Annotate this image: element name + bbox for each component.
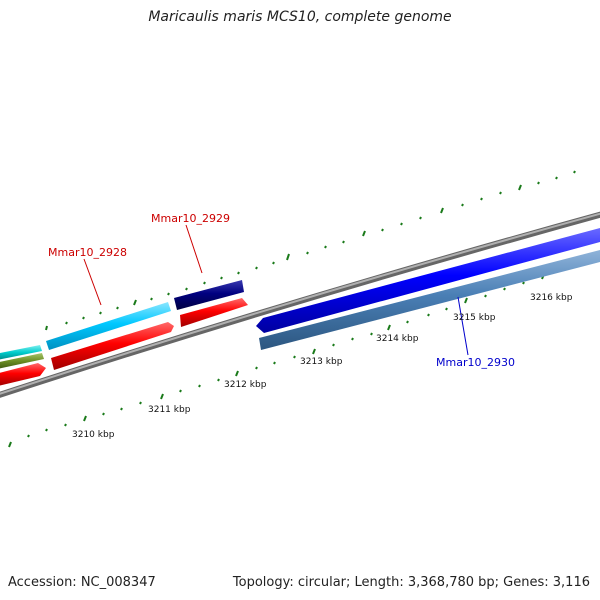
tick-mark xyxy=(464,297,468,304)
tick-mark xyxy=(381,228,384,232)
tick-mark xyxy=(133,299,137,306)
cds-feature-mmar10-2929[interactable] xyxy=(174,280,244,310)
tick-mark xyxy=(102,412,105,416)
cds-feature-mmar10-2928[interactable] xyxy=(46,302,171,350)
tick-mark xyxy=(65,321,68,325)
tick-mark xyxy=(445,307,448,311)
tick-mark xyxy=(64,423,67,427)
tick-mark xyxy=(167,292,170,296)
tick-mark xyxy=(217,378,220,382)
tick-mark xyxy=(427,313,430,317)
tick-mark xyxy=(480,197,483,201)
tick-mark xyxy=(324,245,327,249)
tick-mark xyxy=(573,170,576,174)
tick-mark xyxy=(255,366,258,370)
cds-feature-mmar10-2930[interactable] xyxy=(259,250,600,350)
tick-mark xyxy=(45,325,48,331)
cds-feature[interactable] xyxy=(180,298,248,327)
tick-mark xyxy=(272,261,275,265)
tick-mark xyxy=(203,281,206,285)
tick-mark xyxy=(293,355,296,359)
tick-mark xyxy=(387,324,391,331)
tick-mark xyxy=(83,415,87,422)
ruler-tick-label: 3215 kbp xyxy=(453,313,496,323)
tick-mark xyxy=(237,271,240,275)
gene-label-mmar10-2928[interactable]: Mmar10_2928 xyxy=(48,246,127,259)
tick-mark xyxy=(179,389,182,393)
tick-mark xyxy=(440,207,444,214)
ruler-tick-label: 3210 kbp xyxy=(72,430,115,440)
tick-mark xyxy=(537,181,540,185)
tick-mark xyxy=(99,311,102,315)
ruler-tick-label: 3213 kbp xyxy=(300,357,343,367)
genome-backbone-highlight xyxy=(0,212,600,395)
gene-label-mmar10-2930[interactable]: Mmar10_2930 xyxy=(436,356,515,369)
tick-mark xyxy=(499,191,502,195)
tick-mark xyxy=(198,384,201,388)
tick-mark xyxy=(461,203,464,207)
tick-mark xyxy=(518,184,522,191)
gene-label-leader xyxy=(457,296,469,356)
tick-mark xyxy=(400,222,403,226)
tick-mark xyxy=(484,294,487,298)
tick-mark xyxy=(139,401,142,405)
tick-mark xyxy=(342,240,345,244)
tick-mark xyxy=(116,306,119,310)
tick-mark xyxy=(332,343,335,347)
tick-mark xyxy=(185,287,188,291)
tick-mark xyxy=(255,266,258,270)
tick-mark xyxy=(150,297,153,301)
tick-mark xyxy=(503,287,506,291)
gene-label-leader xyxy=(185,224,203,274)
tick-mark xyxy=(419,216,422,220)
outer-tick-ring xyxy=(45,170,576,331)
cds-feature[interactable] xyxy=(51,322,174,370)
ruler-tick-label: 3212 kbp xyxy=(224,380,267,390)
cds-feature[interactable] xyxy=(0,363,46,386)
tick-mark xyxy=(273,361,276,365)
cds-feature[interactable] xyxy=(0,345,42,360)
tick-mark xyxy=(45,428,48,432)
accession-text: Accession: NC_008347 xyxy=(8,575,156,590)
tick-mark xyxy=(522,281,525,285)
tick-mark xyxy=(555,176,558,180)
tick-mark xyxy=(82,316,85,320)
tick-mark xyxy=(306,251,309,255)
ruler-tick-label: 3216 kbp xyxy=(530,293,573,303)
cds-feature[interactable] xyxy=(256,228,600,333)
tick-mark xyxy=(235,370,239,377)
ruler-tick-label: 3214 kbp xyxy=(376,334,419,344)
tick-mark xyxy=(27,434,30,438)
tick-mark xyxy=(362,230,366,237)
tick-mark xyxy=(406,320,409,324)
tick-mark xyxy=(370,332,373,336)
tick-mark xyxy=(286,253,290,261)
topology-summary-text: Topology: circular; Length: 3,368,780 bp… xyxy=(232,575,590,590)
tick-mark xyxy=(220,276,223,280)
gene-label-mmar10-2929[interactable]: Mmar10_2929 xyxy=(151,212,230,225)
tick-mark xyxy=(120,407,123,411)
genome-title: Maricaulis maris MCS10, complete genome xyxy=(148,9,452,25)
gene-label-leader xyxy=(83,258,102,306)
tick-mark xyxy=(8,441,12,448)
tick-mark xyxy=(351,337,354,341)
tick-mark xyxy=(312,348,316,355)
tick-mark xyxy=(160,393,164,400)
cds-feature[interactable] xyxy=(0,353,44,369)
ruler-tick-label: 3211 kbp xyxy=(148,405,191,415)
